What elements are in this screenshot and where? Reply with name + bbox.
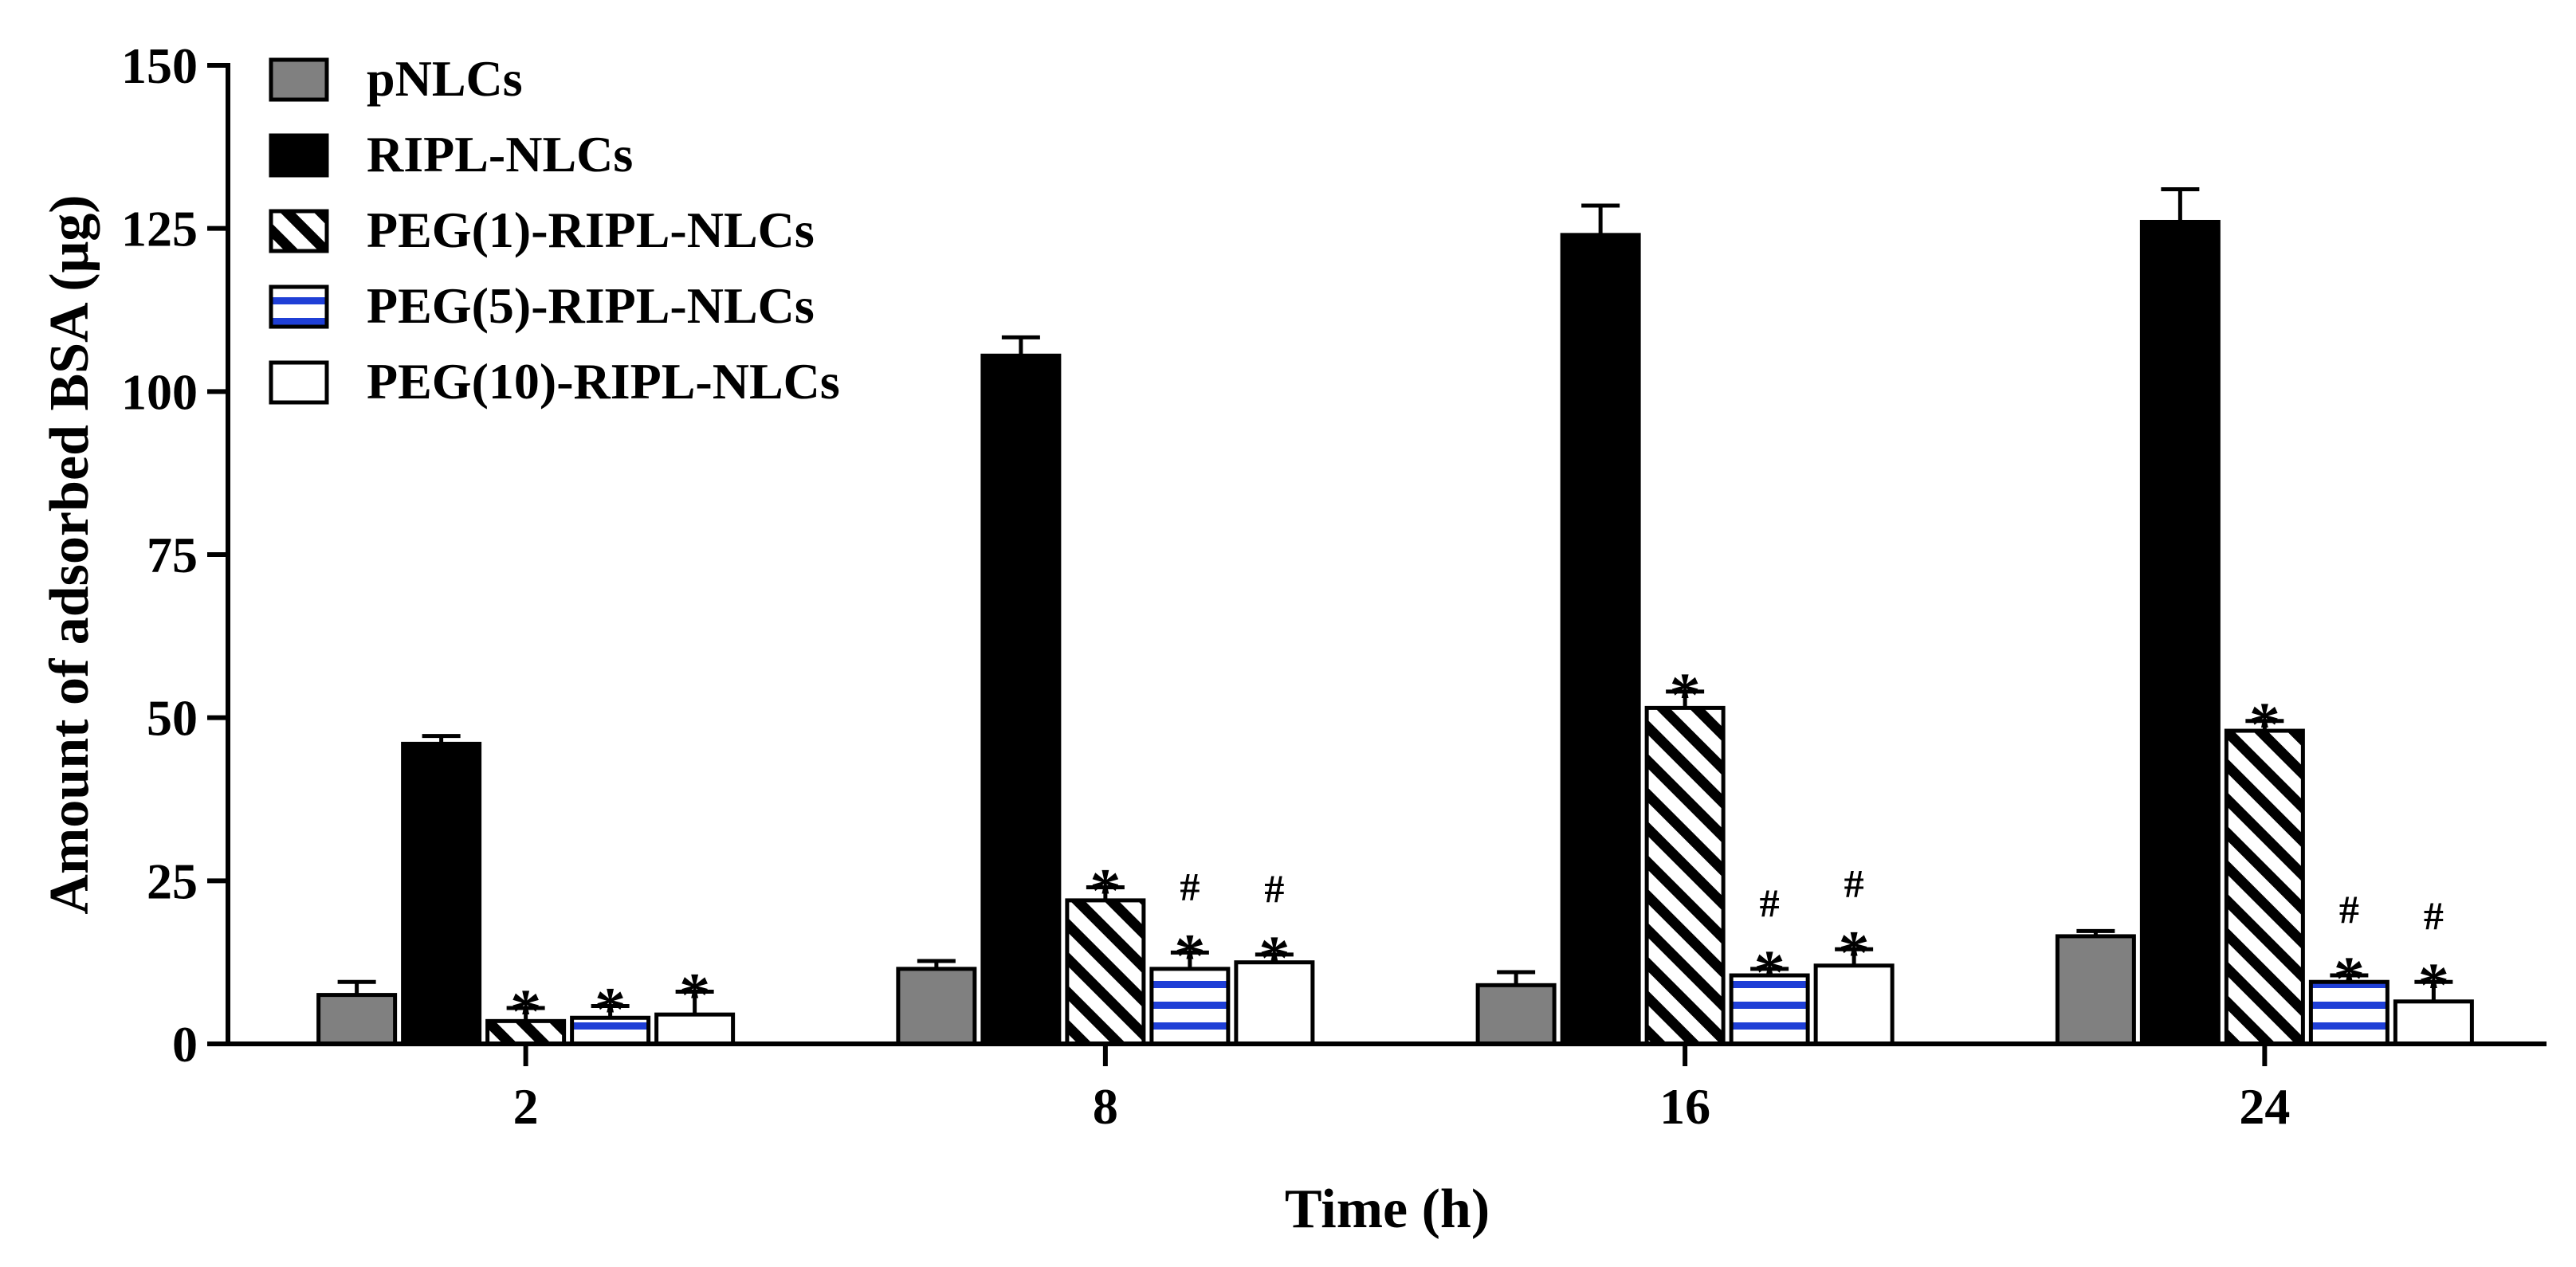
significance-hash: # <box>1180 864 1200 908</box>
y-tick-label: 75 <box>147 527 198 583</box>
x-axis-title: Time (h) <box>1285 1179 1490 1240</box>
legend-item: PEG(10)-RIPL-NLCs <box>269 353 840 410</box>
bar <box>1475 983 1557 1046</box>
significance-hash: # <box>1760 881 1780 925</box>
significance-star: * <box>1839 917 1870 987</box>
significance-hash: # <box>1844 861 1864 905</box>
x-tick-label: 24 <box>2239 1078 2290 1135</box>
y-axis-ticks: 0 25 50 75 100 125 150 <box>121 37 228 1073</box>
bar <box>1234 960 1315 1046</box>
significance-hash: # <box>1264 866 1284 911</box>
legend-label: PEG(5)-RIPL-NLCs <box>367 277 815 334</box>
significance-hash: # <box>2424 893 2444 938</box>
significance-star: * <box>2418 950 2449 1019</box>
y-tick-label: 50 <box>147 690 198 747</box>
legend-label: RIPL-NLCs <box>367 126 633 182</box>
bar <box>570 1015 651 1046</box>
bar <box>2055 934 2136 1046</box>
legend-item: PEG(1)-RIPL-NLCs <box>269 202 815 258</box>
bar <box>2139 219 2221 1046</box>
significance-star: * <box>1090 856 1121 925</box>
bar <box>401 741 482 1046</box>
y-tick-label: 100 <box>121 363 198 420</box>
significance-star: * <box>510 976 541 1045</box>
significance-annotations: * * * * * # * # * * # * # * * # * # <box>510 660 2449 1045</box>
bar <box>316 993 398 1046</box>
significance-star: * <box>595 975 626 1044</box>
significance-hash: # <box>2339 887 2359 932</box>
bar <box>1560 233 1641 1046</box>
bar <box>2224 728 2305 1046</box>
x-tick-label: 2 <box>513 1078 539 1135</box>
bar <box>1065 898 1146 1046</box>
x-tick-label: 16 <box>1659 1078 1710 1135</box>
plot-area: * * * * * # * # * * # * # * * # * # <box>316 187 2474 1046</box>
y-tick-label: 150 <box>121 37 198 94</box>
significance-star: * <box>679 960 710 1030</box>
y-tick-label: 0 <box>172 1016 198 1073</box>
error-bars-layer <box>337 187 2453 1022</box>
legend: pNLCs RIPL-NLCs PEG(1)-RIPL-NLCs PEG(5)-RIP… <box>269 50 840 410</box>
legend-swatch <box>269 284 329 329</box>
significance-star: * <box>1174 920 1205 990</box>
x-axis-ticks: 2 8 16 24 <box>513 1044 2290 1135</box>
bar <box>1644 705 1726 1046</box>
legend-label: PEG(1)-RIPL-NLCs <box>367 202 815 258</box>
legend-swatch <box>269 57 329 102</box>
y-axis-title: Amount of adsorbed BSA (μg) <box>39 194 100 914</box>
significance-star: * <box>1670 660 1701 729</box>
legend-item: PEG(5)-RIPL-NLCs <box>269 277 815 334</box>
legend-label: PEG(10)-RIPL-NLCs <box>367 353 840 410</box>
y-tick-label: 25 <box>147 853 198 909</box>
legend-item: RIPL-NLCs <box>269 126 633 182</box>
significance-star: * <box>1754 937 1785 1006</box>
bars-layer <box>316 219 2474 1046</box>
significance-star: * <box>2249 689 2280 759</box>
significance-star: * <box>2334 943 2365 1013</box>
legend-swatch <box>269 360 329 405</box>
legend-item: pNLCs <box>269 50 523 107</box>
bar <box>896 967 977 1046</box>
legend-label: pNLCs <box>367 50 523 107</box>
legend-swatch <box>269 133 329 178</box>
significance-star: * <box>1259 923 1290 992</box>
legend-swatch <box>269 209 329 253</box>
bar <box>980 353 1062 1046</box>
y-tick-label: 125 <box>121 201 198 257</box>
x-tick-label: 8 <box>1093 1078 1118 1135</box>
